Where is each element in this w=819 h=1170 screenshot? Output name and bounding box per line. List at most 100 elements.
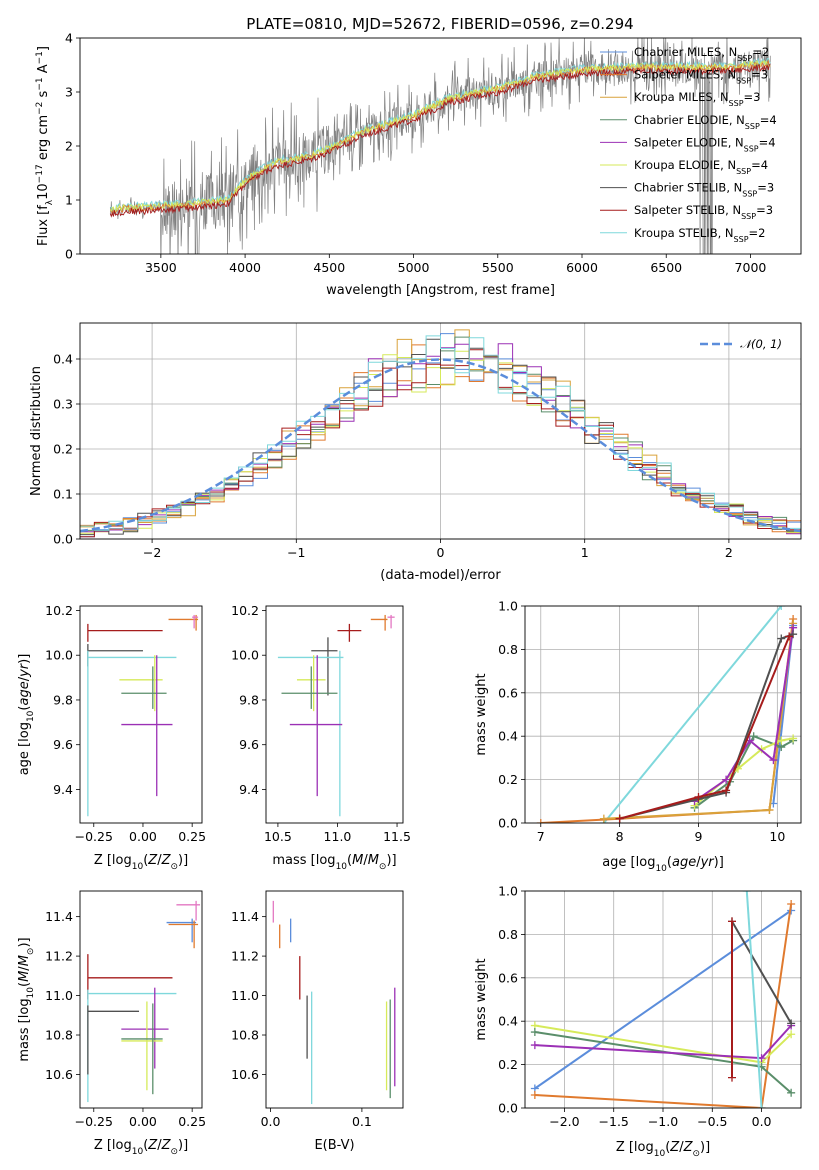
label-part: −1 [35,77,45,90]
label-part: ( [347,853,352,868]
weight-marker [722,786,731,795]
legend-text: Kroupa ELODIE, N [634,158,736,172]
legend-label: 𝒩(0, 1) [740,337,782,351]
label-part: ( [143,1138,148,1153]
label-part: Z [log [94,1138,132,1153]
label-part: )] [714,855,724,870]
x-tick-label: 4500 [313,260,345,275]
label-part: M [17,971,32,982]
y-tick-label: 0.6 [498,970,518,985]
x-axis-label: Z [log10(Z/Z⊙)] [94,1138,188,1157]
label-part: Z [669,1140,680,1155]
weight-marker [530,1041,539,1050]
y-tick-label: 9.4 [53,782,73,797]
y-tick-label: 10.0 [231,648,259,663]
legend-text: Kroupa MILES, N [634,90,729,104]
y-axis-label: mass [log10(M/M⊙)] [17,937,36,1061]
weight-line [534,909,792,1090]
y-tick-label: 0.2 [498,772,518,787]
y-tick-label: 1.0 [498,599,518,614]
label-part: s [36,90,51,101]
label-part: 10 [132,1147,144,1157]
plot-area [87,900,201,1103]
x-tick-label: 0.0 [752,1114,772,1129]
x-tick-label: 0 [437,545,445,560]
label-part: yr [17,662,32,678]
y-tick-label: 1 [65,193,73,208]
y-tick-label: 0.3 [53,397,73,412]
label-part: 10 [26,987,36,999]
label-part: ( [665,1140,670,1155]
weight-marker [787,1030,796,1039]
weight-line [731,920,792,1024]
weight-marker [787,1019,796,1028]
axes-frame [79,890,203,1109]
y-tick-label: 9.6 [239,737,259,752]
label-part: A [36,64,51,77]
label-part: )] [17,937,32,947]
figure-title: PLATE=0810, MJD=52672, FIBERID=0596, z=0… [246,15,633,33]
x-tick-label: −1.0 [648,1114,678,1129]
mass-age-panel: 10.5 11.0 11.5 9.4 9.6 9.8 10.0 10.2 mass [log10… [231,603,411,872]
x-tick-label: 5000 [398,260,430,275]
y-tick-label: 4 [65,31,73,46]
x-tick-label: 11.0 [324,829,352,844]
y-tick-label: 0.4 [498,1014,518,1029]
weight-line [745,891,763,1108]
legend-sub: SSP [742,189,757,198]
y-tick-label: 11.2 [45,949,73,964]
legend-sub: SSP [737,54,752,63]
legend-label: Salpeter ELODIE, NSSP=4 [634,135,776,153]
x-tick-label: 10.5 [264,829,292,844]
x-tick-label: 0.25 [178,1114,206,1129]
x-tick-label: 0.00 [129,1114,157,1129]
y-axis-label: mass weight [474,958,489,1040]
label-part: 10 [26,710,36,722]
weight-marker [787,1088,796,1097]
legend-val: =3 [751,68,768,82]
model-spectrum-salpeter-stelib [109,63,771,218]
x-tick-label: −1 [287,545,305,560]
legend-label: Chabrier MILES, NSSP=2 [634,45,769,63]
y-axis-label: age [log10(age/yr)] [17,654,36,776]
weight-marker [742,891,751,895]
y-tick-label: 0.0 [498,816,518,831]
label-part: ⊙ [26,948,36,956]
label-part: ( [143,853,148,868]
y-tick-label: 11.4 [231,909,259,924]
label-part: ( [17,982,32,987]
y-tick-label: 1.0 [498,884,518,899]
x-axis-label: Z [log10(Z/Z⊙)] [94,853,188,872]
y-tick-label: 10.6 [45,1067,73,1082]
legend-label: Chabrier ELODIE, NSSP=4 [634,113,777,131]
normal-curve [80,358,801,533]
weight-marker [757,1104,766,1108]
x-tick-label: 3500 [145,260,177,275]
y-tick-label: 10.6 [231,1067,259,1082]
y-tick-label: 11.4 [45,909,73,924]
legend-text: Salpeter MILES, N [634,68,736,82]
y-tick-label: 9.4 [239,782,259,797]
label-part: )] [178,1138,188,1153]
weight-marker [694,792,703,801]
x-axis-label: E(B-V) [314,1138,354,1153]
y-tick-label: 0.4 [498,729,518,744]
label-part: / [157,1138,162,1153]
legend-label: Kroupa STELIB, NSSP=2 [634,226,765,244]
legend-label: Salpeter STELIB, NSSP=3 [634,203,773,221]
weight-marker [789,734,798,743]
x-tick-label: 9 [695,829,703,844]
x-tick-label: 2 [725,545,733,560]
y-axis-label: mass weight [474,673,489,755]
weight-line [534,903,793,1108]
label-part: erg cm [36,115,51,164]
label-part: )] [700,1140,710,1155]
y-tick-label: 11.2 [231,949,259,964]
label-part: 10 [132,862,144,872]
axes-frame [79,322,802,540]
label-part: yr [700,855,716,870]
metallicity-weight-panel: −2.0 −1.5 −1.0 −0.5 0.0 0.0 0.2 0.4 0.6 0.8 1.0 Z [… [474,884,802,1159]
y-tick-label: 9.8 [53,692,73,707]
